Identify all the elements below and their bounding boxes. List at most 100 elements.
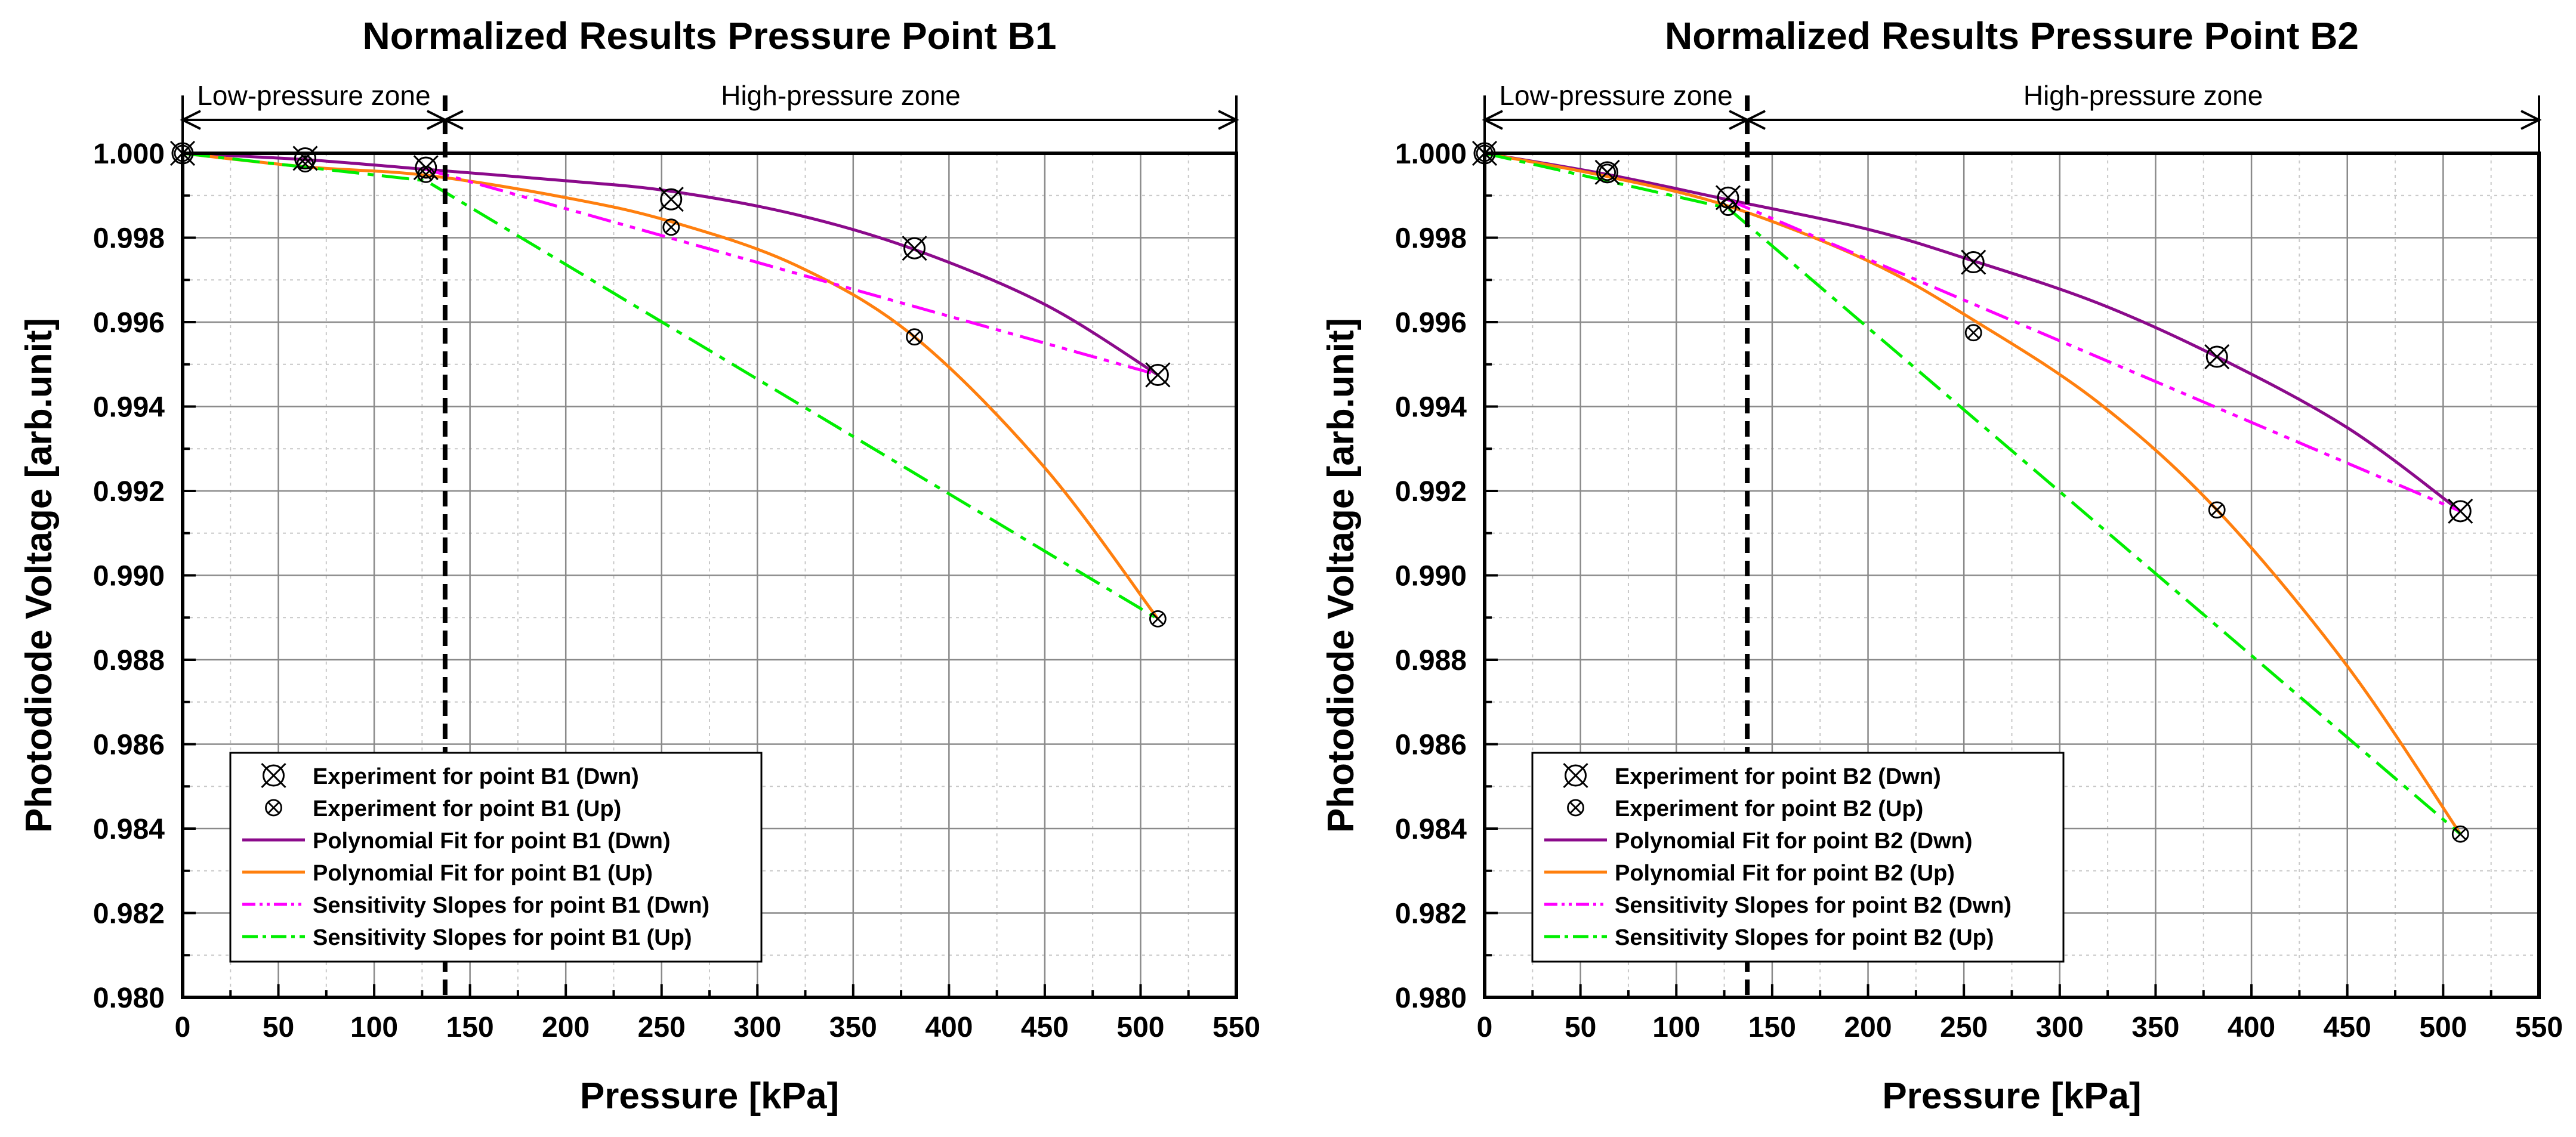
y-tick-label: 0.992	[93, 476, 165, 508]
y-tick-label: 0.982	[1395, 898, 1467, 930]
legend-label-1: Experiment for point B1 (Up)	[313, 796, 621, 821]
x-tick-label: 450	[1021, 1012, 1069, 1043]
series-line-3	[1484, 152, 2462, 835]
legend-label-0: Experiment for point B2 (Dwn)	[1615, 764, 1941, 789]
legend-symbol-1	[1567, 799, 1584, 817]
legend-symbol-0	[261, 762, 286, 789]
x-tick-label: 400	[2228, 1012, 2275, 1043]
y-tick-label: 0.986	[1395, 730, 1467, 761]
data-point-1-4	[2208, 501, 2226, 519]
series-line-4	[1727, 198, 2461, 513]
zone-arrowhead-left-1	[442, 110, 464, 130]
chart-panel-b2: Normalized Results Pressure Point B2 Low-…	[1321, 14, 2563, 1117]
x-tick-label: 200	[542, 1012, 590, 1043]
y-tick-label: 0.984	[93, 814, 165, 845]
zone-label-0: Low-pressure zone	[197, 80, 430, 111]
series-line-4	[425, 168, 1159, 376]
legend: Experiment for point B1 (Dwn) Experiment …	[229, 752, 763, 963]
data-point-0-3	[658, 187, 684, 212]
legend: Experiment for point B2 (Dwn) Experiment …	[1531, 752, 2065, 963]
y-tick-label: 1.000	[1395, 138, 1467, 170]
x-tick-label: 50	[263, 1012, 294, 1043]
data-point-1-3	[1964, 324, 1982, 342]
data-point-1-3	[662, 218, 680, 236]
zone-label-0: Low-pressure zone	[1499, 80, 1732, 111]
legend-label-4: Sensitivity Slopes for point B2 (Dwn)	[1615, 893, 2012, 918]
x-tick-label: 50	[1565, 1012, 1596, 1043]
y-tick-label: 0.998	[93, 223, 165, 255]
y-tick-label: 0.980	[93, 982, 165, 1014]
x-tick-label: 400	[925, 1012, 973, 1043]
zone-arrowhead-left-1	[1744, 110, 1766, 130]
legend-label-5: Sensitivity Slopes for point B1 (Up)	[313, 925, 692, 950]
legend-label-2: Polynomial Fit for point B2 (Dwn)	[1615, 829, 1973, 854]
y-tick-label: 0.980	[1395, 982, 1467, 1014]
y-tick-label: 0.984	[1395, 814, 1467, 845]
x-tick-label: 350	[2131, 1012, 2179, 1043]
x-tick-label: 0	[1477, 1012, 1493, 1043]
x-tick-label: 100	[350, 1012, 398, 1043]
data-point-0-4	[2204, 344, 2230, 370]
x-tick-label: 100	[1652, 1012, 1700, 1043]
chart-title: Normalized Results Pressure Point B2	[1665, 14, 2359, 57]
data-point-1-1	[1599, 163, 1616, 181]
y-tick-label: 0.982	[93, 898, 165, 930]
x-tick-label: 500	[1116, 1012, 1164, 1043]
y-tick-label: 0.986	[93, 730, 165, 761]
x-tick-label: 300	[733, 1012, 781, 1043]
y-tick-label: 0.988	[93, 645, 165, 676]
legend-box	[1531, 752, 2065, 963]
x-tick-label: 550	[2515, 1012, 2563, 1043]
data-point-0-5	[1145, 362, 1171, 388]
x-tick-label: 150	[446, 1012, 494, 1043]
zone-label-1: High-pressure zone	[721, 80, 960, 111]
x-tick-label: 150	[1748, 1012, 1796, 1043]
legend-label-3: Polynomial Fit for point B2 (Up)	[1615, 861, 1955, 886]
x-axis-label: Pressure [kPa]	[580, 1076, 839, 1117]
y-tick-label: 0.988	[1395, 645, 1467, 676]
series-line-2	[182, 152, 1159, 376]
data-point-1-1	[297, 155, 314, 173]
legend-label-1: Experiment for point B2 (Up)	[1615, 796, 1923, 821]
y-tick-label: 0.992	[1395, 476, 1467, 508]
y-tick-label: 0.994	[93, 392, 165, 424]
data-point-1-4	[906, 328, 923, 346]
x-axis-label: Pressure [kPa]	[1882, 1076, 2141, 1117]
y-axis-label: Photodiode Voltage [arb.unit]	[1321, 318, 1362, 833]
chart-title: Normalized Results Pressure Point B1	[362, 14, 1056, 57]
legend-label-0: Experiment for point B1 (Dwn)	[313, 764, 639, 789]
y-tick-label: 0.998	[1395, 223, 1467, 255]
x-tick-label: 350	[829, 1012, 877, 1043]
series-line-5	[182, 152, 1159, 620]
x-tick-label: 250	[638, 1012, 686, 1043]
y-tick-label: 0.996	[1395, 307, 1467, 339]
legend-box	[229, 752, 763, 963]
zone-label-1: High-pressure zone	[2023, 80, 2263, 111]
y-tick-label: 1.000	[93, 138, 165, 170]
legend-label-4: Sensitivity Slopes for point B1 (Dwn)	[313, 893, 709, 918]
legend-label-3: Polynomial Fit for point B1 (Up)	[313, 861, 653, 886]
x-tick-label: 250	[1940, 1012, 1988, 1043]
series-line-3	[182, 152, 1159, 620]
x-tick-label: 550	[1213, 1012, 1260, 1043]
x-tick-label: 0	[175, 1012, 191, 1043]
y-tick-label: 0.994	[1395, 392, 1467, 424]
legend-label-5: Sensitivity Slopes for point B2 (Up)	[1615, 925, 1994, 950]
data-point-0-5	[2448, 498, 2473, 524]
data-point-1-5	[2451, 825, 2469, 843]
y-tick-label: 0.990	[93, 561, 165, 592]
y-tick-label: 0.990	[1395, 561, 1467, 592]
data-point-0-4	[902, 236, 927, 261]
y-tick-label: 0.996	[93, 307, 165, 339]
y-axis-label: Photodiode Voltage [arb.unit]	[18, 318, 60, 833]
chart-panel-b1: Normalized Results Pressure Point B1 Low-…	[18, 14, 1260, 1117]
data-point-1-2	[417, 165, 435, 183]
legend-symbol-1	[265, 799, 282, 817]
data-point-1-5	[1149, 610, 1167, 628]
data-point-0-3	[1961, 249, 1986, 275]
series-line-5	[1484, 152, 2461, 836]
x-tick-label: 300	[2036, 1012, 2084, 1043]
x-tick-label: 450	[2324, 1012, 2371, 1043]
x-tick-label: 500	[2419, 1012, 2467, 1043]
